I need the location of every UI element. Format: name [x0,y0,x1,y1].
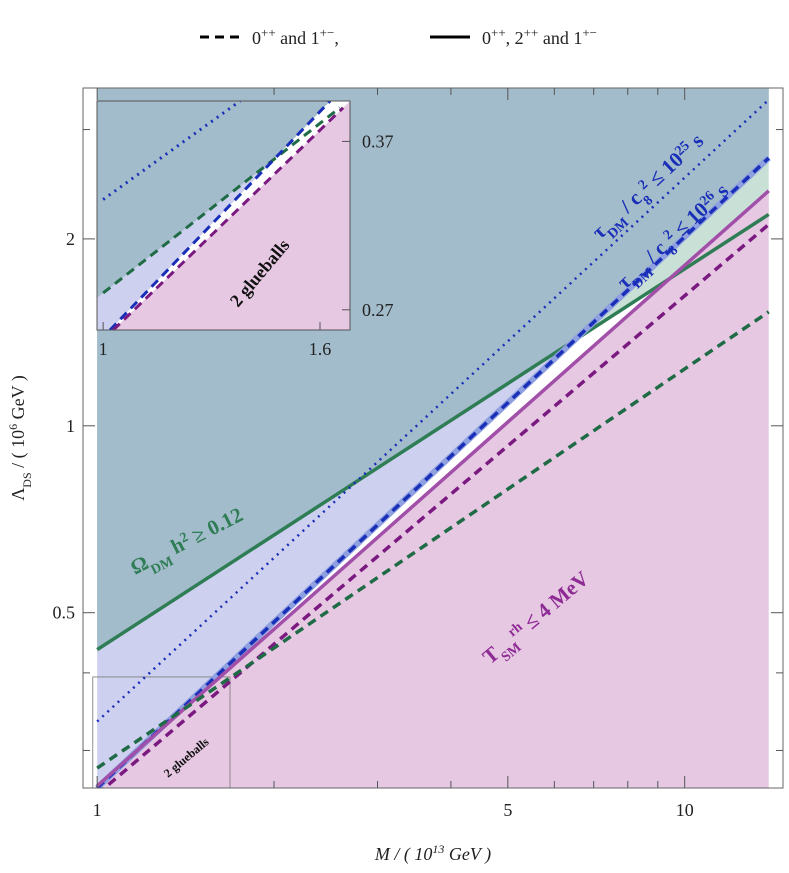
inset-line [108,101,332,330]
legend-label-part: ++ [524,25,539,40]
legend-label-part: +− [582,25,597,40]
y-tick-label: 0.5 [53,603,76,623]
legend-label-part: and 1 [538,28,582,48]
inset-region-reheating [97,101,350,330]
x-tick-label: 5 [503,800,512,820]
inset-line [102,106,341,295]
x-tick-label: 1 [93,800,102,820]
y-axis-label-part: GeV ) [8,375,29,424]
inset-y-tick-label: 0.27 [362,300,394,320]
y-tick-label: 2 [66,229,75,249]
y-axis-label-part: Λ [8,488,28,501]
legend-label: 0++, 2++ and 1+− [482,25,597,49]
inset-y-tick-label: 0.37 [362,131,394,151]
series-line [95,156,770,788]
y-axis-label-part: DS [20,472,34,487]
series-line [101,223,770,788]
series-line [96,212,770,652]
inset-frame [96,100,351,331]
y-tick-label: 1 [66,416,75,436]
legend-label-part: 0 [252,28,261,48]
y-axis-label-part: 6 [6,424,20,430]
x-axis-label-part: M / ( 10 [374,844,433,865]
x-axis-label: M / ( 1013 GeV ) [374,842,491,865]
legend-label: 0++ and 1+−, [252,25,339,49]
legend-label-part: and 1 [276,28,320,48]
inset-line [102,101,242,201]
inset-line [112,106,345,330]
legend-label-part: +− [320,25,335,40]
plot-frame [82,87,784,789]
legend-label-part: ++ [491,25,506,40]
x-axis-label-part: 13 [432,842,444,856]
inset-x-tick-label: 1 [99,339,108,359]
x-tick-label: 10 [676,800,694,820]
y-axis-label: ΛDS / ( 106 GeV ) [6,375,34,501]
x-axis-label-part: GeV ) [444,844,491,865]
inset-area [97,101,350,330]
legend-label-part: , [334,28,339,48]
series-line [96,310,770,770]
legend-label-part: , 2 [506,28,524,48]
inset-x-tick-label: 1.6 [309,339,332,359]
legend-label-part: ++ [261,25,276,40]
y-axis-label-part: / ( 10 [8,430,29,473]
legend-label-part: 0 [482,28,491,48]
zoom-box [92,676,231,788]
series-line [96,189,770,788]
